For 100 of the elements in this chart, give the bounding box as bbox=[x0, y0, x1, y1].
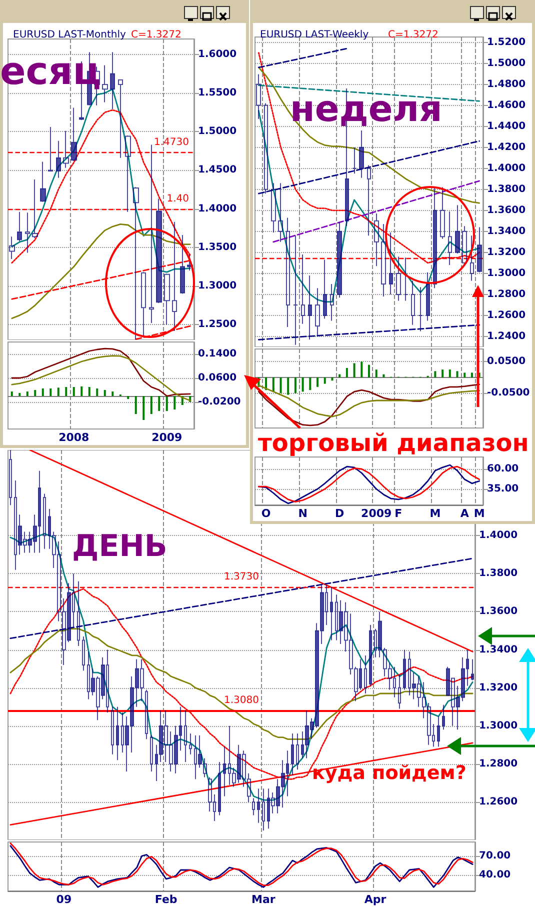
y-tick-label: 60.00 bbox=[487, 464, 519, 474]
y-tick-label: 35.00 bbox=[487, 484, 519, 494]
bar bbox=[50, 388, 52, 396]
y-tick-label: 1.6000 bbox=[198, 48, 237, 60]
bar bbox=[434, 371, 436, 378]
candlestick bbox=[291, 732, 294, 776]
bar bbox=[442, 370, 444, 378]
y-tick-label: 1.3400 bbox=[487, 226, 526, 237]
bar bbox=[96, 388, 98, 396]
y-tick-label: 1.3500 bbox=[198, 242, 237, 253]
x-tick-label: 2009 bbox=[361, 507, 392, 520]
bar bbox=[166, 396, 168, 411]
candlestick bbox=[369, 624, 372, 686]
candlestick bbox=[223, 746, 226, 797]
chart-subtitle: C=1.3272 bbox=[131, 30, 182, 40]
bar bbox=[316, 377, 319, 387]
x-tick-label: Mar bbox=[251, 893, 276, 906]
bar bbox=[302, 377, 304, 392]
y-tick-label: 1.2500 bbox=[198, 319, 237, 330]
y-tick-label: 70.00 bbox=[479, 850, 511, 862]
y-tick-label: 1.5000 bbox=[198, 126, 237, 138]
y-tick-label: 1.5000 bbox=[487, 58, 526, 69]
line-series bbox=[10, 533, 474, 801]
bar bbox=[80, 386, 83, 396]
x-tick-label: N bbox=[298, 507, 308, 520]
line-series bbox=[10, 628, 474, 740]
y-tick-label: 0.1400 bbox=[198, 348, 237, 360]
line-series bbox=[11, 109, 191, 264]
y-tick-label: 40.00 bbox=[479, 870, 511, 881]
candlestick bbox=[471, 658, 474, 681]
x-tick-label: D bbox=[335, 507, 344, 520]
bar bbox=[280, 377, 282, 394]
y-tick-label: 1.3000 bbox=[487, 268, 526, 279]
line-series bbox=[11, 224, 191, 320]
bar bbox=[375, 370, 378, 378]
y-tick-label: 0.0500 bbox=[487, 356, 526, 368]
y-tick-label: 1.2400 bbox=[487, 330, 526, 342]
y-tick-label: 1.3000 bbox=[198, 280, 237, 292]
bar bbox=[470, 372, 473, 378]
x-tick-label: Apr bbox=[364, 893, 387, 906]
ref-line-label: 1.3730 bbox=[224, 571, 259, 582]
line-series bbox=[11, 348, 191, 397]
x-tick-label: M bbox=[474, 507, 485, 520]
bar bbox=[294, 377, 296, 394]
candlestick bbox=[40, 161, 46, 202]
bar bbox=[309, 377, 312, 390]
x-tick-label: 2009 bbox=[152, 431, 182, 444]
y-tick-label: 1.5500 bbox=[198, 88, 237, 99]
y-tick-label: 1.2600 bbox=[487, 310, 526, 321]
candlestick bbox=[110, 52, 115, 110]
bar bbox=[331, 377, 334, 381]
bar bbox=[72, 387, 75, 396]
y-tick-label: 1.3000 bbox=[479, 720, 518, 732]
candlestick bbox=[330, 586, 333, 641]
x-tick-label: O bbox=[261, 507, 271, 520]
y-tick-label: 1.3400 bbox=[479, 644, 518, 656]
y-tick-label: 1.3600 bbox=[479, 606, 518, 618]
bar bbox=[18, 393, 21, 396]
bar bbox=[464, 372, 466, 378]
x-tick-label: M bbox=[430, 507, 441, 520]
x-tick-label: 09 bbox=[56, 893, 72, 906]
y-tick-label: 1.2600 bbox=[479, 796, 518, 808]
candlestick bbox=[337, 221, 342, 298]
candlestick bbox=[426, 272, 430, 322]
y-tick-label: 1.5200 bbox=[487, 36, 526, 48]
candlestick bbox=[389, 232, 393, 295]
bar bbox=[57, 388, 60, 396]
ref-line-label: 1.3080 bbox=[224, 695, 259, 706]
candlestick bbox=[17, 211, 22, 242]
bar bbox=[104, 390, 106, 396]
bar bbox=[360, 362, 363, 378]
y-tick-label: 1.4400 bbox=[487, 120, 526, 132]
y-tick-label: 1.3200 bbox=[479, 682, 518, 694]
bar bbox=[88, 387, 90, 396]
candlestick bbox=[180, 234, 185, 294]
bar bbox=[324, 377, 326, 384]
y-tick-label: 1.3800 bbox=[487, 184, 526, 195]
line-series bbox=[258, 384, 480, 426]
bar bbox=[368, 364, 370, 378]
x-tick-label: 2008 bbox=[58, 431, 90, 444]
candlestick bbox=[477, 226, 482, 273]
y-tick-label: 1.2800 bbox=[479, 758, 518, 770]
line-series bbox=[11, 88, 191, 273]
y-tick-label: 1.4600 bbox=[487, 100, 526, 111]
y-tick-label: 1.4000 bbox=[487, 162, 526, 174]
bar bbox=[174, 396, 176, 410]
bar bbox=[150, 396, 152, 414]
bar bbox=[346, 368, 348, 378]
bar bbox=[338, 374, 341, 378]
candlestick bbox=[437, 716, 440, 748]
y-tick-label: -0.0500 bbox=[487, 388, 530, 399]
candlestick bbox=[323, 259, 327, 320]
y-tick-label: 1.2800 bbox=[487, 288, 526, 300]
y-tick-label: 1.3600 bbox=[487, 204, 526, 216]
chart-title: EURUSD LAST-Weekly bbox=[260, 30, 369, 40]
y-tick-label: 1.3800 bbox=[479, 568, 518, 580]
y-tick-label: 0.0600 bbox=[198, 372, 237, 384]
bar bbox=[34, 390, 36, 396]
bar bbox=[65, 387, 68, 396]
candlestick bbox=[218, 762, 221, 816]
